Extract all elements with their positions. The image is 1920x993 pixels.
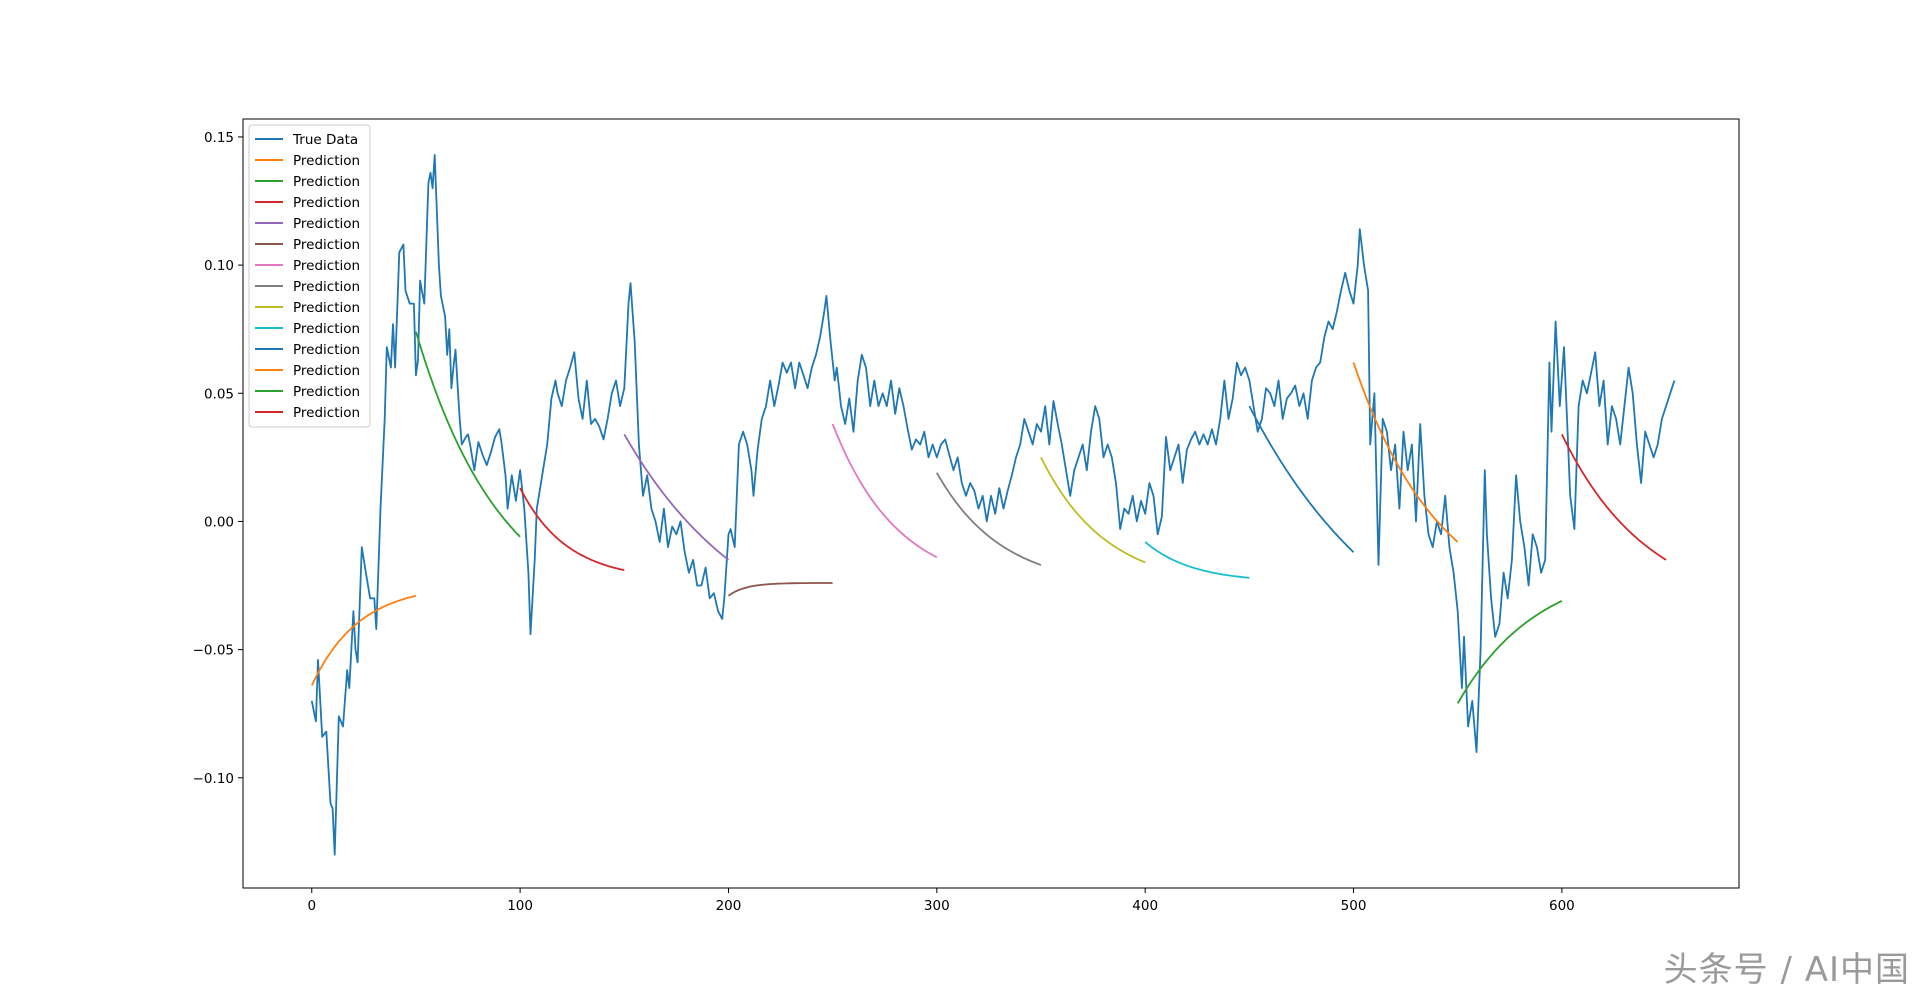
series-lines bbox=[310, 154, 1676, 856]
series-line-prediction-6 bbox=[831, 423, 938, 559]
x-tick-label: 100 bbox=[507, 898, 533, 914]
legend-label: Prediction bbox=[293, 405, 360, 421]
legend-label: Prediction bbox=[293, 216, 360, 232]
x-tick-label: 0 bbox=[307, 898, 316, 914]
series-line-prediction-12 bbox=[1456, 600, 1563, 704]
series-line-prediction-1 bbox=[310, 594, 417, 686]
series-line-prediction-11 bbox=[1352, 362, 1459, 543]
series-line-prediction-13 bbox=[1561, 433, 1667, 561]
plot-frame bbox=[242, 118, 1740, 889]
legend-label: True Data bbox=[292, 132, 358, 148]
legend: True Data Prediction Prediction Prediction P… bbox=[248, 124, 371, 428]
y-axis: −0.10 −0.05 0.00 0.05 0.10 0.15 bbox=[193, 130, 243, 787]
legend-label: Prediction bbox=[293, 153, 360, 169]
x-tick-label: 300 bbox=[924, 898, 950, 914]
x-axis: 0 100 200 300 400 500 600 bbox=[307, 888, 1575, 914]
series-line-prediction-4 bbox=[623, 433, 730, 561]
series-line-prediction-8 bbox=[1040, 456, 1146, 564]
legend-box bbox=[248, 124, 371, 428]
legend-label: Prediction bbox=[293, 279, 360, 295]
legend-label: Prediction bbox=[293, 195, 360, 211]
legend-label: Prediction bbox=[293, 237, 360, 253]
legend-label: Prediction bbox=[293, 384, 360, 400]
y-tick-label: −0.05 bbox=[193, 643, 234, 659]
y-tick-label: 0.05 bbox=[204, 386, 234, 402]
x-tick-label: 400 bbox=[1132, 898, 1158, 914]
y-tick-label: 0.10 bbox=[204, 258, 234, 274]
legend-label: Prediction bbox=[293, 321, 360, 337]
series-line-prediction-10 bbox=[1248, 405, 1355, 553]
x-tick-label: 500 bbox=[1341, 898, 1367, 914]
series-line-prediction-5 bbox=[727, 582, 833, 597]
legend-label: Prediction bbox=[293, 174, 360, 190]
x-tick-label: 200 bbox=[716, 898, 742, 914]
legend-label: Prediction bbox=[293, 300, 360, 316]
series-line-prediction-9 bbox=[1144, 541, 1250, 579]
y-tick-label: −0.10 bbox=[193, 771, 234, 787]
x-tick-label: 600 bbox=[1549, 898, 1575, 914]
series-line-prediction-3 bbox=[519, 487, 625, 571]
legend-label: Prediction bbox=[293, 363, 360, 379]
series-line-true-data bbox=[310, 154, 1676, 856]
y-tick-label: 0.15 bbox=[204, 130, 234, 146]
watermark: 头条号 / AI中国 bbox=[1663, 950, 1910, 990]
series-line-prediction-7 bbox=[936, 472, 1042, 566]
legend-label: Prediction bbox=[293, 258, 360, 274]
legend-label: Prediction bbox=[293, 342, 360, 358]
y-tick-label: 0.00 bbox=[204, 514, 234, 530]
series-line-prediction-2 bbox=[415, 331, 521, 538]
